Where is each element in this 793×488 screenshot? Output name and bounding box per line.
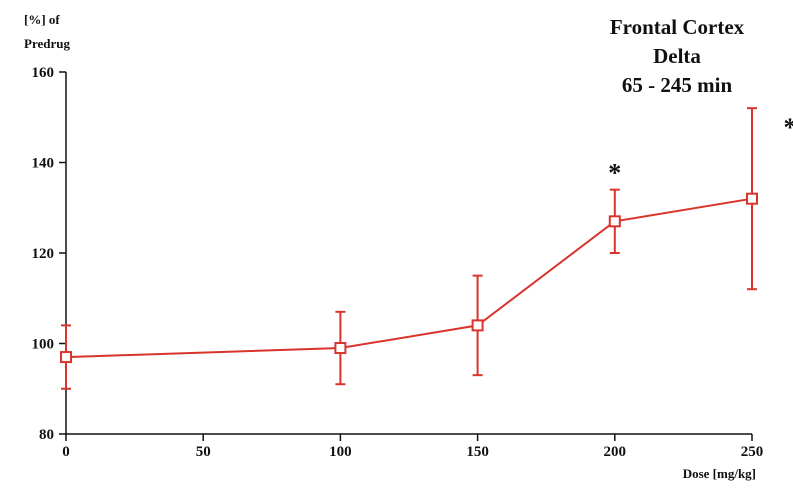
- x-tick-label: 50: [196, 444, 211, 460]
- x-tick-label: 150: [466, 444, 489, 460]
- x-tick-label: 200: [604, 444, 627, 460]
- y-tick-label: 80: [39, 427, 54, 443]
- x-ticks: 0 50 100 150 200 250: [62, 434, 763, 460]
- x-tick-label: 250: [741, 444, 764, 460]
- plot-area: **: [60, 107, 793, 390]
- y-axis-label-line-1: [%] of: [24, 12, 60, 27]
- y-tick-label: 140: [32, 156, 55, 172]
- data-point-marker: [471, 319, 484, 332]
- x-axis-label: Dose [mg/kg]: [683, 466, 756, 481]
- x-tick-label: 0: [62, 444, 70, 460]
- x-tick-label: 100: [329, 444, 352, 460]
- y-tick-label: 160: [32, 65, 55, 81]
- data-point-marker: [334, 342, 347, 355]
- y-tick-label: 120: [32, 246, 55, 262]
- chart-title-line-3: 65 - 245 min: [622, 73, 733, 97]
- significance-asterisk: *: [784, 113, 793, 142]
- data-point-marker: [746, 192, 758, 205]
- y-ticks: 80 100 120 140 160: [32, 65, 66, 443]
- series-line: [65, 197, 753, 359]
- y-axis-label-line-2: Predrug: [24, 36, 70, 51]
- significance-asterisk: *: [608, 159, 621, 188]
- y-tick-label: 100: [32, 337, 55, 353]
- data-point-marker: [60, 351, 72, 364]
- chart-title-line-2: Delta: [653, 44, 701, 68]
- chart-title-line-1: Frontal Cortex: [610, 15, 745, 39]
- data-point-marker: [608, 215, 621, 228]
